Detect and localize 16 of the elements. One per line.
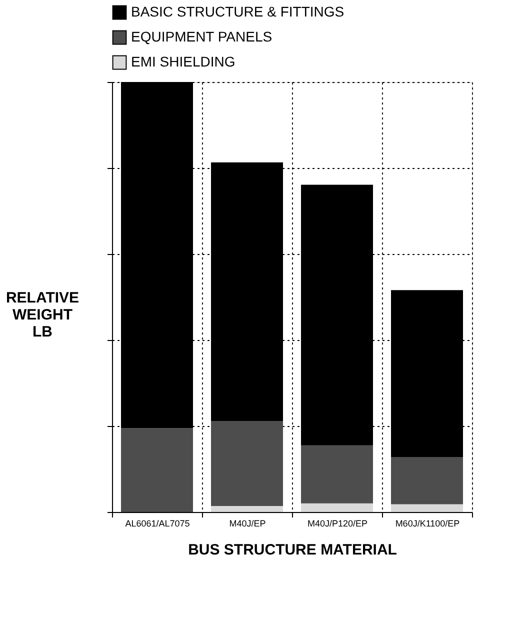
x-tick-label: M60J/K1100/EP — [395, 518, 460, 528]
x-axis-title: BUS STRUCTURE MATERIAL — [188, 542, 397, 558]
x-tick-label: AL6061/AL7075 — [125, 518, 190, 528]
bar — [211, 421, 283, 506]
bar — [121, 428, 193, 512]
x-tick-label: M40J/P120/EP — [307, 518, 368, 528]
legend-label: EQUIPMENT PANELS — [131, 28, 272, 44]
bar — [301, 445, 373, 504]
y-axis-title: RELATIVE WEIGHT LB — [6, 290, 80, 340]
legend-label: BASIC STRUCTURE & FITTINGS — [131, 4, 344, 20]
legend-label: EMI SHIELDING — [131, 54, 236, 70]
bar — [391, 504, 463, 512]
bar — [211, 506, 283, 512]
bar — [391, 456, 463, 504]
bar — [301, 503, 373, 512]
x-tick-label: M40J/EP — [229, 518, 266, 528]
